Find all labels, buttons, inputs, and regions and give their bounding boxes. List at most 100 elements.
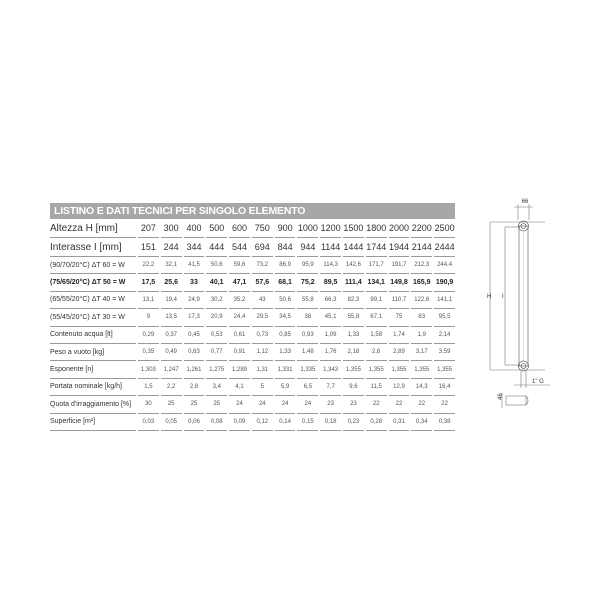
table-cell: 1000 xyxy=(297,219,319,238)
row-label: Superficie [m²] xyxy=(50,414,136,431)
table-cell: 22 xyxy=(388,396,410,414)
table-row: Altezza H [mm] 207 300 400 500 600 750 900 1000 1… xyxy=(50,219,455,238)
table-cell: 944 xyxy=(297,238,319,257)
table-cell: 244 xyxy=(160,238,182,257)
table-cell: 30,2 xyxy=(206,292,228,310)
table-cell: 50,6 xyxy=(206,257,228,275)
connection-label: 1" G xyxy=(532,379,544,385)
table-cell: 694 xyxy=(251,238,273,257)
table-cell: 1,12 xyxy=(251,344,273,362)
table-cell: 9,6 xyxy=(343,379,364,397)
table-cell: 344 xyxy=(183,238,205,257)
row-label: Quota d'irraggiamento [%] xyxy=(50,396,136,414)
table-cell: 24,4 xyxy=(229,309,250,327)
table-cell: 83 xyxy=(411,309,433,327)
row-label: (55/45/20°C) ΔT 30 = W xyxy=(50,309,136,327)
table-cell: 1,48 xyxy=(297,344,319,362)
depth-label: 46 xyxy=(498,393,504,400)
table-cell: 0,06 xyxy=(183,414,205,431)
table-cell: 16,4 xyxy=(434,379,455,397)
table-cell: 165,9 xyxy=(411,274,433,292)
table-cell: 2,14 xyxy=(434,327,455,344)
table-cell: 67,1 xyxy=(365,309,387,327)
table-row: Esponente [n] 1,303 1,247 1,261 1,275 1,289 1,… xyxy=(50,361,455,379)
table-cell: 844 xyxy=(274,238,296,257)
table-cell: 0,73 xyxy=(251,327,273,344)
table-row: (75/65/20°C) ΔT 50 = W 17,5 25,6 33 40,1 47,1… xyxy=(50,274,455,292)
table-cell: 190,9 xyxy=(434,274,455,292)
table-cell: 1444 xyxy=(343,238,364,257)
table-cell: 600 xyxy=(229,219,250,238)
table-cell: 40,1 xyxy=(206,274,228,292)
row-label: (65/55/20°C) ΔT 40 = W xyxy=(50,292,136,310)
table-row: Quota d'irraggiamento [%] 30 25 25 25 24 24 24 2… xyxy=(50,396,455,414)
table-cell: 2000 xyxy=(388,219,410,238)
table-cell: 47,1 xyxy=(229,274,250,292)
table-cell: 75,2 xyxy=(297,274,319,292)
table-cell: 0,61 xyxy=(229,327,250,344)
table-cell: 1,355 xyxy=(388,361,410,379)
table-row: (55/45/20°C) ΔT 30 = W 9 13,5 17,3 20,9 24,4 2… xyxy=(50,309,455,327)
table-cell: 0,35 xyxy=(138,344,159,362)
table-cell: 2444 xyxy=(434,238,455,257)
table-cell: 1,289 xyxy=(229,361,250,379)
table-cell: 12,9 xyxy=(388,379,410,397)
table-cell: 0,23 xyxy=(343,414,364,431)
table-cell: 212,3 xyxy=(411,257,433,275)
table-cell: 1,76 xyxy=(320,344,342,362)
table-cell: 1,33 xyxy=(274,344,296,362)
table-row: (90/70/20°C) ΔT 60 = W 22,2 32,1 41,5 50,6 59… xyxy=(50,257,455,275)
table-cell: 0,14 xyxy=(274,414,296,431)
table-cell: 22 xyxy=(434,396,455,414)
table-cell: 0,63 xyxy=(183,344,205,362)
table-cell: 23 xyxy=(320,396,342,414)
table-cell: 750 xyxy=(251,219,273,238)
table-cell: 111,4 xyxy=(343,274,364,292)
table-cell: 4,1 xyxy=(229,379,250,397)
row-label: Contenuto acqua [lt] xyxy=(50,327,136,344)
table-cell: 29,5 xyxy=(251,309,273,327)
interaxis-label: I xyxy=(502,294,504,300)
table-cell: 1144 xyxy=(320,238,342,257)
table-row: Portata nominale [kg/h] 1,5 2,2 2,8 3,4 4,1 5 5… xyxy=(50,379,455,397)
table-cell: 86,9 xyxy=(274,257,296,275)
table-cell: 14,3 xyxy=(411,379,433,397)
table-cell: 0,09 xyxy=(229,414,250,431)
table-cell: 32,1 xyxy=(160,257,182,275)
table-cell: 110,7 xyxy=(388,292,410,310)
table-cell: 1,261 xyxy=(183,361,205,379)
table-cell: 35,2 xyxy=(229,292,250,310)
table-cell: 1,335 xyxy=(297,361,319,379)
table-cell: 19,4 xyxy=(160,292,182,310)
row-label: Esponente [n] xyxy=(50,361,136,379)
table-cell: 0,03 xyxy=(138,414,159,431)
table-cell: 2,89 xyxy=(388,344,410,362)
table-cell: 6,5 xyxy=(297,379,319,397)
table-cell: 38 xyxy=(297,309,319,327)
table-cell: 41,5 xyxy=(183,257,205,275)
table-cell: 33 xyxy=(183,274,205,292)
table-cell: 1,355 xyxy=(365,361,387,379)
table-cell: 544 xyxy=(229,238,250,257)
table-cell: 171,7 xyxy=(365,257,387,275)
table-cell: 134,1 xyxy=(365,274,387,292)
table-cell: 7,7 xyxy=(320,379,342,397)
table-cell: 34,5 xyxy=(274,309,296,327)
row-label: (75/65/20°C) ΔT 50 = W xyxy=(50,274,136,292)
table-cell: 24,9 xyxy=(183,292,205,310)
table-cell: 142,6 xyxy=(343,257,364,275)
table-cell: 3,17 xyxy=(411,344,433,362)
table-cell: 11,5 xyxy=(365,379,387,397)
table-cell: 1800 xyxy=(365,219,387,238)
table-cell: 0,53 xyxy=(206,327,228,344)
table-cell: 25 xyxy=(206,396,228,414)
table-cell: 0,12 xyxy=(251,414,273,431)
table-cell: 89,5 xyxy=(320,274,342,292)
table-cell: 2144 xyxy=(411,238,433,257)
table-cell: 95,5 xyxy=(434,309,455,327)
table-cell: 1,33 xyxy=(343,327,364,344)
table-cell: 0,08 xyxy=(206,414,228,431)
height-label: H xyxy=(487,294,491,300)
table-cell: 191,7 xyxy=(388,257,410,275)
table-cell: 57,6 xyxy=(251,274,273,292)
